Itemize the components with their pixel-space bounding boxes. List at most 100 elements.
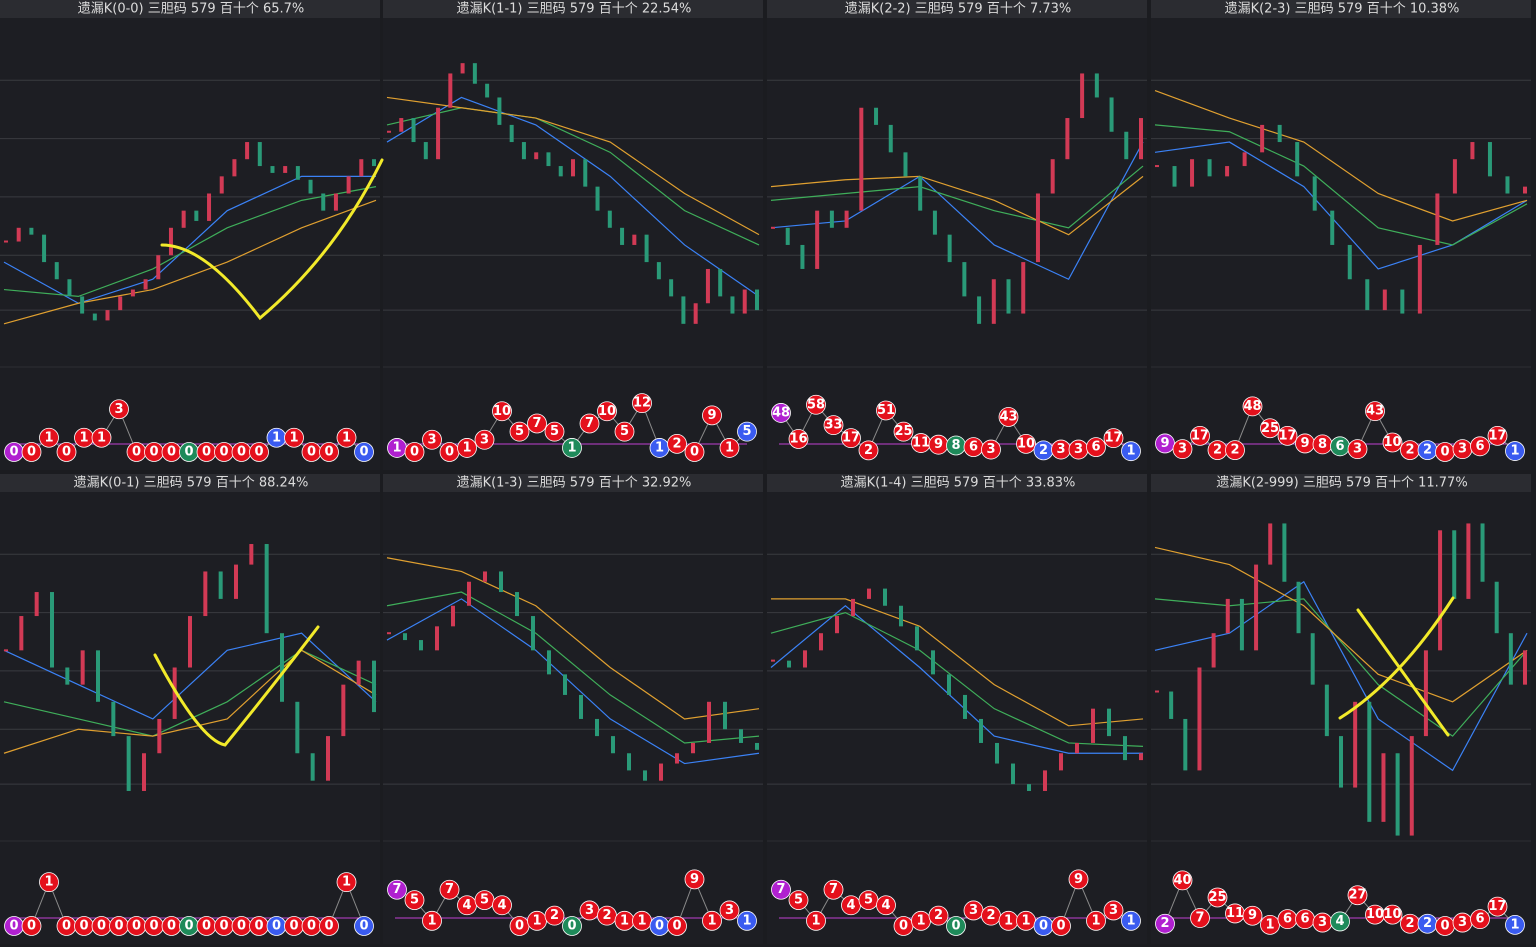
candle	[54, 262, 59, 280]
candle	[411, 118, 416, 143]
candle	[1330, 210, 1335, 245]
candle	[1523, 186, 1527, 194]
ball	[1086, 910, 1106, 931]
ball	[1505, 914, 1525, 935]
ball-label: 3	[1178, 442, 1187, 457]
candle	[80, 650, 85, 685]
panel-bg	[0, 0, 380, 470]
ball-label: 3	[1458, 442, 1467, 457]
candle	[42, 234, 47, 263]
title-bar	[1151, 0, 1531, 18]
moving-average	[386, 557, 760, 720]
title-bar	[0, 0, 380, 18]
ball-label: 1	[1510, 444, 1519, 459]
candle	[142, 753, 146, 791]
candle	[1211, 633, 1216, 668]
ball-label: 0	[62, 445, 71, 460]
candle	[583, 159, 588, 187]
panel-title: 遗漏K(0-0) 三胆码 579 百十个 65.7%	[78, 1, 305, 17]
candle	[50, 592, 54, 668]
candle	[803, 650, 807, 668]
candle	[659, 763, 663, 781]
ball-label: 0	[1440, 919, 1449, 934]
ball-label: 0	[899, 919, 908, 934]
ball-label: 6	[1335, 439, 1344, 454]
ball-label: 1	[707, 913, 716, 928]
ball-label: 1	[44, 875, 53, 890]
ball	[404, 442, 425, 462]
candle	[1417, 244, 1422, 314]
ball-label: 2	[602, 908, 611, 923]
candle	[1382, 289, 1387, 311]
ball-label: 1	[1091, 913, 1100, 928]
ball-label: 17	[1488, 428, 1506, 443]
candle	[423, 142, 428, 160]
ball-label: 0	[515, 919, 524, 934]
candle	[172, 667, 177, 719]
ball	[684, 442, 705, 462]
ball-label: 16	[789, 431, 807, 446]
candle	[1452, 530, 1457, 599]
title-bar	[383, 474, 763, 492]
ball-label: 2	[550, 908, 559, 923]
candle	[1438, 530, 1443, 651]
candle	[627, 753, 631, 771]
candle	[1268, 523, 1273, 565]
candle	[1260, 124, 1265, 153]
candle	[1124, 131, 1129, 160]
ball-label: 1	[97, 430, 106, 445]
ball-label: 43	[1366, 404, 1384, 419]
ball-label: 5	[794, 893, 803, 908]
ball-label: 6	[1300, 912, 1309, 927]
candle	[219, 176, 224, 194]
ball-label: 8	[1318, 437, 1327, 452]
candle	[899, 605, 903, 627]
ball-label: 1	[620, 913, 629, 928]
candle	[126, 736, 131, 791]
candle	[67, 279, 72, 297]
ball-label: 25	[1261, 421, 1279, 436]
candle	[1059, 753, 1063, 771]
candle	[874, 107, 879, 125]
candle	[387, 130, 391, 133]
candle	[419, 640, 423, 651]
candle	[1094, 73, 1099, 98]
ball	[544, 905, 565, 926]
ball	[632, 393, 652, 414]
candle	[844, 210, 849, 228]
ball-label: 9	[1248, 908, 1257, 923]
ball	[354, 442, 374, 462]
candle	[705, 268, 710, 304]
candle	[1043, 770, 1047, 791]
ball	[39, 872, 59, 893]
ball	[1330, 911, 1350, 932]
candle	[321, 193, 326, 211]
ball-label: 0	[9, 445, 18, 460]
candle	[1183, 718, 1188, 771]
ball	[719, 438, 740, 458]
candle	[472, 63, 477, 84]
ball-label: 0	[359, 445, 368, 460]
ball-label: 1	[1021, 913, 1030, 928]
ball-label: 2	[1423, 443, 1432, 458]
candle	[1050, 159, 1055, 194]
candle	[1225, 598, 1230, 634]
title-bar	[767, 0, 1147, 18]
candle	[399, 118, 404, 132]
candle	[295, 701, 300, 754]
ball	[1190, 425, 1210, 446]
ball-label: 6	[1283, 912, 1292, 927]
ball-label: 0	[97, 919, 106, 934]
moving-average	[1154, 598, 1528, 737]
ball-label: 7	[532, 416, 541, 431]
ball	[858, 440, 879, 461]
ball-label: 48	[1243, 399, 1261, 414]
ball-label: 1	[567, 440, 576, 455]
candle	[111, 701, 116, 737]
ball-label: 10	[1366, 907, 1384, 922]
ball	[1103, 900, 1124, 921]
ball	[457, 438, 477, 458]
candle	[521, 142, 526, 160]
moving-average	[1154, 546, 1528, 703]
ball-label: 11	[912, 436, 930, 451]
